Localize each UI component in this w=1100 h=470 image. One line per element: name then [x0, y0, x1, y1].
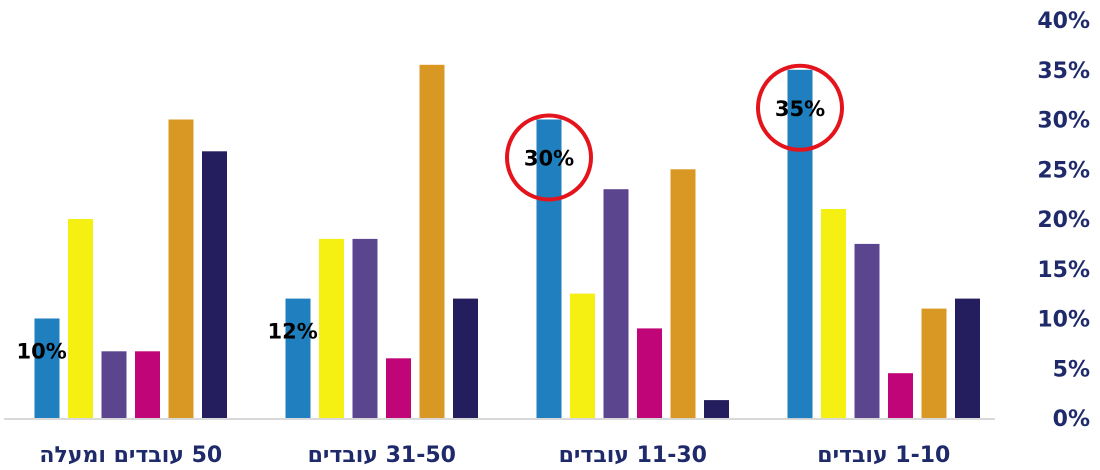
data-label: 30%	[524, 147, 574, 171]
y-tick-label: 20%	[1037, 208, 1090, 233]
bar-1-5	[921, 308, 947, 418]
bar-3-6	[453, 298, 478, 418]
bar-1-3	[854, 243, 880, 418]
annotations-layer: 35% 30% 12% 10%	[17, 63, 844, 364]
y-tick-label: 25%	[1037, 158, 1090, 183]
category-label: 11-30 עובדים	[559, 443, 707, 468]
category-label: 1-10 עובדים	[817, 443, 950, 468]
bar-3-5	[419, 64, 445, 419]
highlight-circle	[505, 113, 593, 202]
highlight-circle	[756, 63, 844, 152]
bar-4-1	[34, 318, 60, 418]
y-tick-label: 10%	[1037, 308, 1090, 333]
bar-1-1	[787, 69, 813, 419]
bar-1-4	[888, 373, 913, 418]
bar-4-4	[135, 351, 160, 418]
y-tick-label: 15%	[1037, 258, 1090, 283]
bars-layer	[34, 64, 980, 419]
bar-3-1	[285, 298, 311, 418]
bar-1-2	[821, 209, 846, 418]
bar-3-2	[319, 238, 344, 418]
data-label: 10%	[17, 340, 67, 364]
bar-2-6	[704, 400, 729, 418]
y-tick-label: 40%	[1037, 9, 1090, 34]
bar-2-5	[670, 169, 696, 419]
bar-3-4	[386, 358, 411, 418]
data-label: 35%	[775, 97, 825, 121]
y-tick-label: 30%	[1037, 109, 1090, 134]
bar-2-3	[603, 189, 629, 418]
category-label: 31-50 עובדים	[308, 443, 456, 468]
data-label: 12%	[268, 320, 318, 344]
bar-2-1	[536, 119, 562, 418]
bar-4-5	[168, 119, 194, 418]
y-tick-label: 35%	[1037, 59, 1090, 84]
x-axis: 1-10 עובדים 11-30 עובדים 31-50 עובדים 50 עו…	[39, 443, 950, 468]
y-tick-label: 0%	[1053, 407, 1090, 432]
bar-4-6	[202, 151, 227, 419]
category-label: 50 עובדים ומעלה	[39, 443, 222, 468]
y-tick-label: 5%	[1053, 357, 1090, 382]
bar-1-6	[955, 298, 980, 418]
bar-2-2	[570, 293, 595, 418]
bar-4-3	[101, 351, 127, 418]
y-axis: 0% 5% 10% 15% 20% 25% 30% 35% 40%	[1037, 9, 1090, 432]
bar-3-3	[352, 238, 378, 418]
bar-2-4	[637, 328, 662, 418]
bar-4-2	[68, 219, 93, 418]
